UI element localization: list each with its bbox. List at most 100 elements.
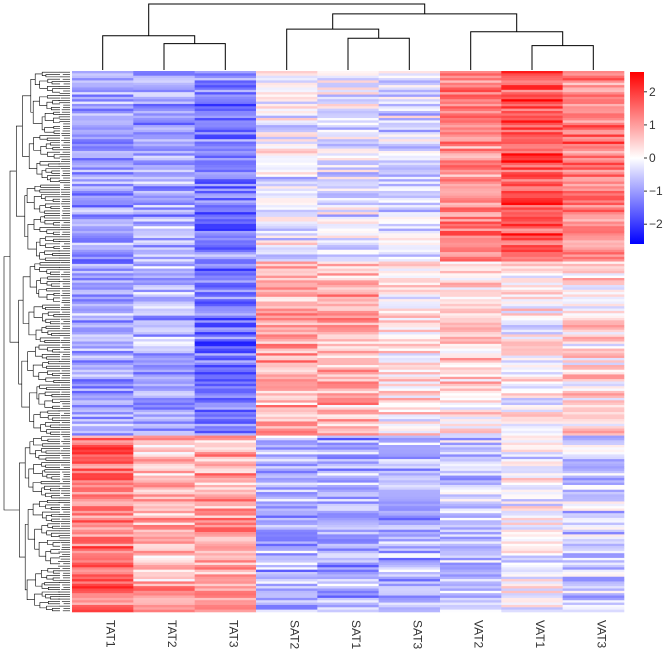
heatmap-cell (72, 447, 134, 450)
heatmap-cell (256, 346, 318, 349)
row-dendrogram-branch (26, 188, 35, 204)
heatmap-cell (72, 527, 134, 530)
heatmap-cell (378, 306, 441, 309)
heatmap-cell (194, 489, 257, 493)
heatmap-cell (256, 527, 318, 530)
heatmap-cell (440, 238, 502, 241)
heatmap-cell (194, 355, 257, 359)
heatmap-cell (440, 188, 502, 192)
heatmap-cell (562, 494, 625, 498)
heatmap-cell (378, 254, 441, 258)
heatmap-cell (317, 181, 379, 185)
heatmap-cell (440, 155, 502, 159)
row-dendrogram-branch (39, 80, 48, 89)
heatmap-cell (562, 200, 625, 204)
heatmap-cell (194, 466, 257, 469)
heatmap-cell (378, 388, 441, 392)
heatmap-cell (133, 433, 195, 436)
heatmap-cell (194, 136, 257, 140)
heatmap-cell (194, 492, 257, 495)
row-dendrogram-branch (46, 429, 60, 434)
heatmap-cell (562, 287, 625, 291)
heatmap-cell (378, 452, 441, 455)
heatmap-cell (440, 576, 502, 580)
row-dendrogram-branch (46, 474, 60, 479)
heatmap-cell (501, 569, 563, 573)
heatmap-cell (256, 150, 318, 154)
heatmap-cell (501, 508, 563, 512)
heatmap-cell (378, 103, 441, 107)
heatmap-cell (317, 447, 379, 450)
heatmap-cell (562, 238, 625, 241)
heatmap-cell (194, 357, 257, 361)
heatmap-cell (133, 85, 195, 88)
heatmap-cell (72, 463, 134, 467)
heatmap-cell (317, 353, 379, 356)
heatmap-cell (133, 452, 195, 455)
heatmap-cell (378, 402, 441, 406)
heatmap-cell (378, 200, 441, 204)
heatmap-cell (194, 174, 257, 178)
heatmap-cell (562, 207, 625, 211)
heatmap-cell (133, 409, 195, 413)
heatmap-cell (194, 216, 257, 220)
heatmap-cell (194, 190, 257, 194)
heatmap-cell (317, 99, 379, 102)
heatmap-cell (256, 202, 318, 206)
heatmap-cell (256, 477, 318, 481)
heatmap-cell (378, 355, 441, 359)
row-dendrogram-branch (52, 198, 60, 202)
heatmap-cell (317, 134, 379, 138)
heatmap-cell (133, 176, 195, 180)
row-dendrogram-branch (51, 332, 60, 336)
heatmap-cell (440, 167, 502, 171)
row-dendrogram-branch (45, 594, 60, 599)
heatmap-cell (194, 550, 257, 554)
heatmap-cell (256, 329, 318, 333)
heatmap-cell (501, 357, 563, 361)
heatmap-cell (562, 242, 625, 246)
heatmap-cell (440, 421, 502, 425)
heatmap-cell (256, 405, 318, 408)
heatmap-cell (501, 174, 563, 178)
heatmap-cell (317, 510, 379, 514)
heatmap-cell (378, 235, 441, 239)
heatmap-cell (562, 160, 625, 164)
heatmap-cell (317, 593, 379, 596)
heatmap-cell (72, 407, 134, 411)
heatmap-cell (501, 296, 563, 300)
heatmap-cell (440, 430, 502, 434)
heatmap-cell (501, 388, 563, 392)
heatmap-cell (133, 524, 195, 528)
heatmap-cell (501, 235, 563, 239)
heatmap-cell (72, 461, 134, 465)
heatmap-cell (194, 277, 257, 281)
heatmap-cell (562, 430, 625, 434)
heatmap-cell (317, 245, 379, 248)
heatmap-cell (133, 106, 195, 109)
heatmap-cell (501, 127, 563, 131)
heatmap-cell (133, 202, 195, 206)
heatmap-cell (256, 492, 318, 495)
heatmap-cell (194, 296, 257, 300)
heatmap-cell (440, 456, 502, 460)
heatmap-cell (562, 118, 625, 121)
heatmap-cell (256, 449, 318, 453)
heatmap-cell (133, 440, 195, 443)
row-dendrogram-branch (45, 377, 60, 382)
heatmap-cell (72, 435, 134, 439)
row-dendrogram-branch (44, 340, 60, 343)
heatmap-cell (133, 595, 195, 599)
heatmap-cell (562, 609, 625, 613)
heatmap-cell (72, 146, 134, 149)
heatmap-cell (133, 604, 195, 608)
heatmap-cell (501, 327, 563, 331)
heatmap-cell (317, 325, 379, 328)
heatmap-cell (501, 85, 563, 88)
heatmap-cell (440, 534, 502, 538)
row-dendrogram-branch (44, 391, 60, 396)
heatmap-cell (72, 195, 134, 199)
heatmap-cell (378, 480, 441, 483)
heatmap-cell (562, 294, 625, 298)
heatmap-cell (440, 212, 502, 215)
